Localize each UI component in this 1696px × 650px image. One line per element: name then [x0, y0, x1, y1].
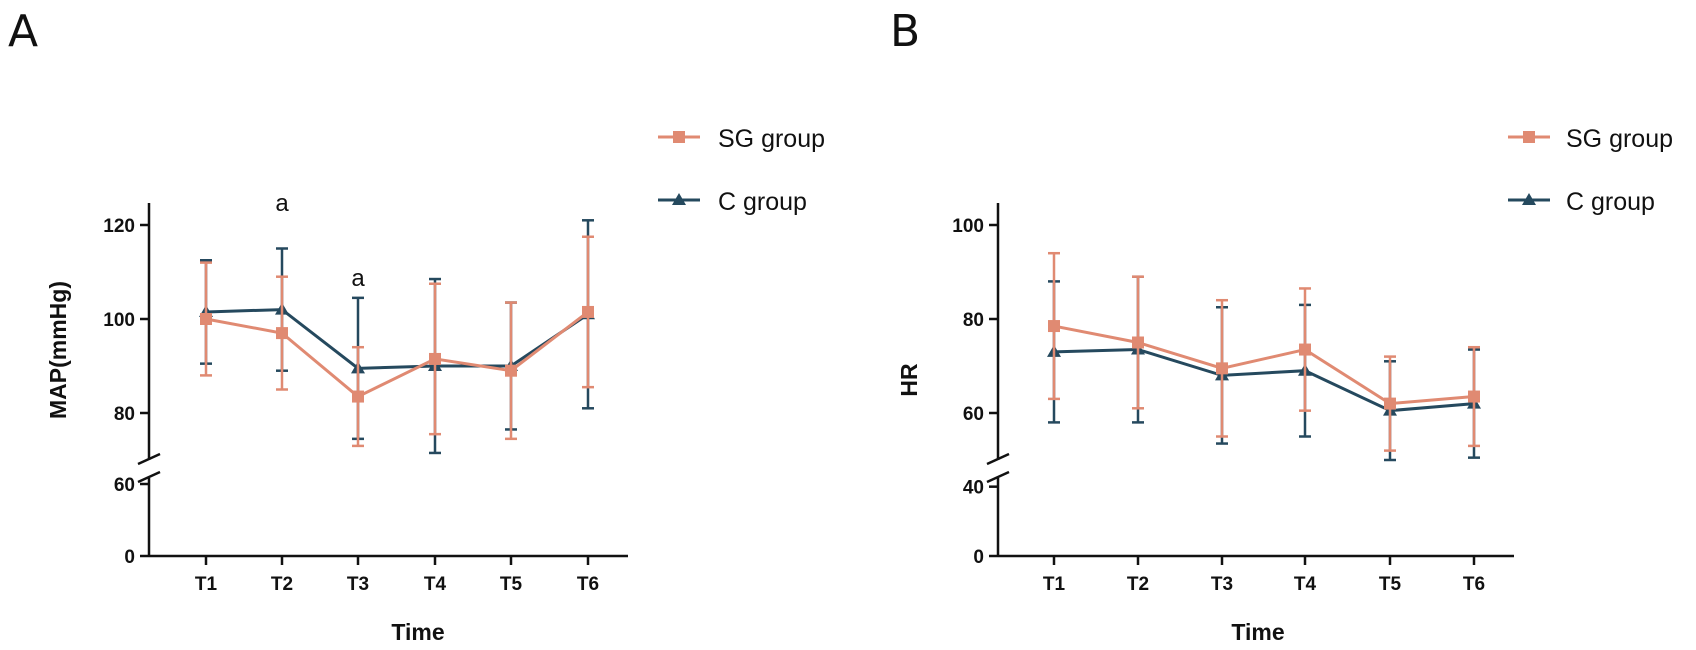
- y-tick-label-b: 100: [952, 216, 984, 237]
- y-tick-label-a: 0: [124, 547, 135, 568]
- data-point-sg-a: [276, 327, 288, 340]
- legend-marker-c-b: [1522, 193, 1536, 205]
- series-line-c-a: [205, 308, 589, 370]
- x-tick-label-a-t3: T3: [347, 574, 369, 595]
- x-tick-label-b-t5: T5: [1379, 574, 1402, 595]
- data-point-sg-b: [1048, 320, 1060, 333]
- x-tick-label-b-t3: T3: [1211, 574, 1233, 595]
- x-axis-title-b: Time: [1231, 619, 1284, 645]
- y-tick-label-a: 60: [114, 475, 135, 496]
- series-line-sg-a: [205, 310, 589, 399]
- axis-break-mark-lower-a: [137, 470, 161, 484]
- axis-break-mark-lower-b: [986, 470, 1010, 484]
- y-axis-title-b: HR: [896, 363, 922, 397]
- y-tick-label-b: 60: [963, 404, 984, 425]
- panel-label-a: A: [8, 6, 38, 57]
- x-axis-title-a: Time: [391, 619, 444, 645]
- y-axis-title-a: MAP(mmHg): [45, 281, 71, 419]
- y-tick-label-a: 100: [103, 310, 135, 331]
- y-tick-label-a: 80: [114, 404, 135, 425]
- x-tick-label-b-t2: T2: [1127, 574, 1149, 595]
- axis-break-mark-upper-a: [137, 452, 161, 466]
- legend-marker-c-a: [672, 193, 686, 205]
- y-tick-label-a: 120: [103, 216, 135, 237]
- x-tick-label-a-t4: T4: [424, 574, 447, 595]
- series-line-c-b: [1053, 348, 1475, 413]
- legend-marker-sg-b: [1523, 131, 1535, 143]
- data-point-sg-a: [352, 390, 364, 403]
- data-point-sg-b: [1384, 397, 1396, 410]
- data-point-sg-a: [429, 352, 441, 365]
- x-tick-label-a-t2: T2: [271, 574, 293, 595]
- data-point-sg-b: [1299, 343, 1311, 356]
- y-tick-label-b: 80: [963, 310, 984, 331]
- data-point-sg-b: [1468, 390, 1480, 403]
- x-tick-label-a-t6: T6: [577, 574, 599, 595]
- data-point-sg-b: [1132, 336, 1144, 349]
- data-point-sg-a: [505, 364, 517, 377]
- data-point-sg-b: [1216, 362, 1228, 375]
- x-tick-label-b-t4: T4: [1294, 574, 1317, 595]
- legend-marker-sg-a: [673, 131, 685, 143]
- legend-label-sg-b: SG group: [1566, 125, 1673, 153]
- legend-label-c-b: C group: [1566, 188, 1655, 216]
- legend-label-sg-a: SG group: [718, 125, 825, 153]
- x-tick-label-b-t6: T6: [1463, 574, 1485, 595]
- x-tick-label-a-t1: T1: [195, 574, 218, 595]
- y-tick-label-b: 0: [973, 547, 984, 568]
- legend-label-c-a: C group: [718, 188, 807, 216]
- x-tick-label-b-t1: T1: [1043, 574, 1066, 595]
- significance-annotation-a: a: [351, 265, 365, 292]
- series-line-sg-b: [1053, 324, 1475, 406]
- x-tick-label-a-t5: T5: [500, 574, 523, 595]
- data-point-sg-a: [200, 313, 212, 325]
- panel-label-b: B: [890, 6, 920, 57]
- axis-break-mark-upper-b: [986, 452, 1010, 466]
- y-tick-label-b: 40: [963, 478, 984, 499]
- significance-annotation-a: a: [275, 190, 289, 217]
- data-point-sg-a: [582, 305, 594, 318]
